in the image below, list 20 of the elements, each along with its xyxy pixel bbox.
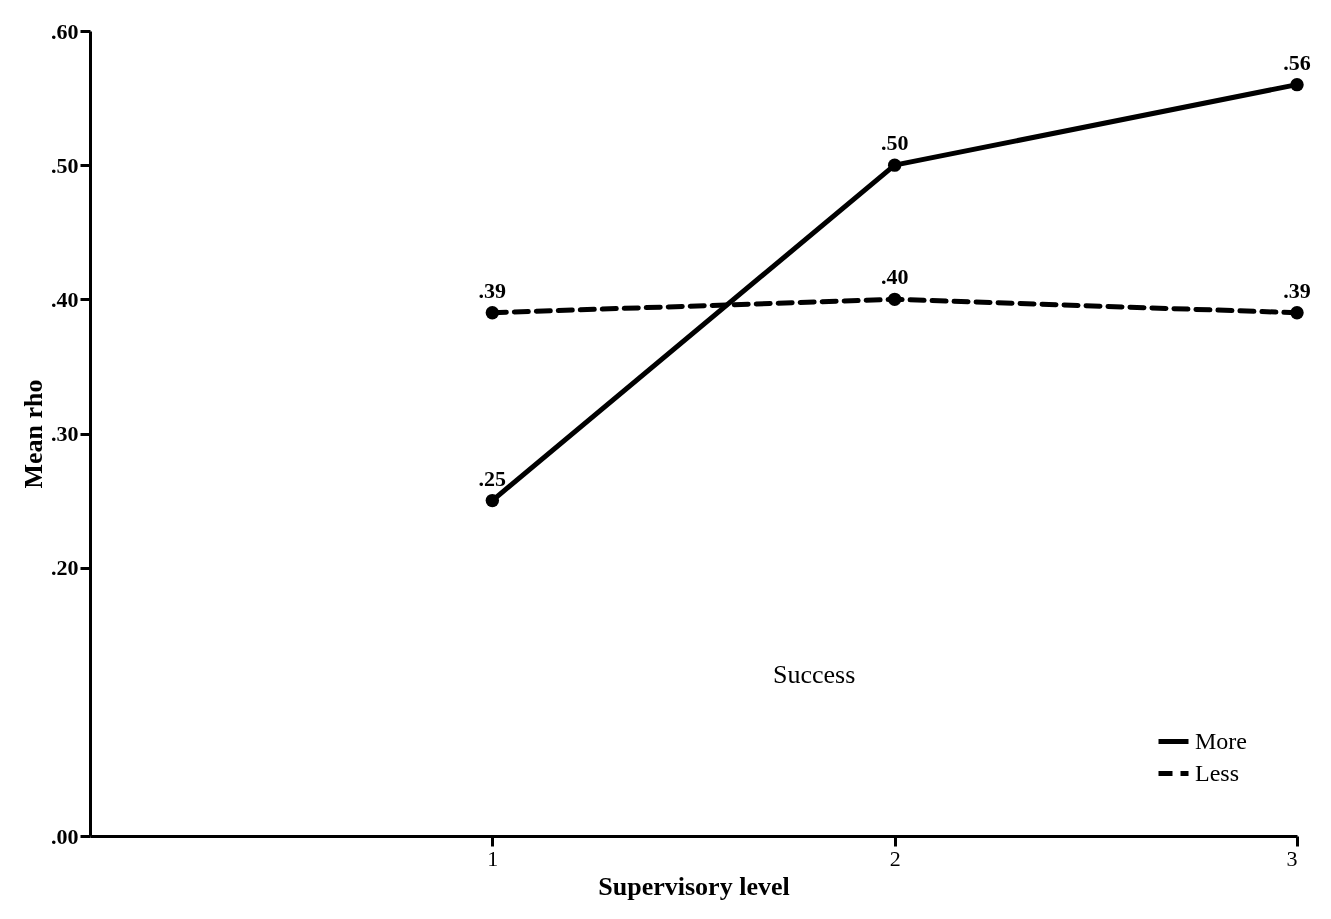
data-label: .39 xyxy=(478,277,507,303)
legend-label: Less xyxy=(1195,759,1239,786)
x-tick-label: 3 xyxy=(1286,845,1298,871)
y-axis-title: Mean rho xyxy=(19,379,48,489)
y-tick-label: .00 xyxy=(51,823,79,849)
data-label: .39 xyxy=(1283,277,1311,303)
x-tick-label: 2 xyxy=(889,845,901,871)
legend-label: More xyxy=(1195,727,1247,754)
data-label: .56 xyxy=(1283,49,1311,75)
y-tick-label: .40 xyxy=(51,286,79,312)
data-label: .50 xyxy=(880,130,909,156)
annotation: Success xyxy=(773,660,856,689)
data-label: .40 xyxy=(880,264,909,290)
y-tick-label: .60 xyxy=(51,18,79,44)
y-tick-label: .30 xyxy=(51,421,79,446)
x-tick-label: 1 xyxy=(487,845,499,871)
data-label: .25 xyxy=(478,465,507,491)
y-tick-label: .20 xyxy=(51,555,79,581)
x-axis-title: Supervisory level xyxy=(598,871,790,901)
y-tick-label: .50 xyxy=(51,152,79,178)
